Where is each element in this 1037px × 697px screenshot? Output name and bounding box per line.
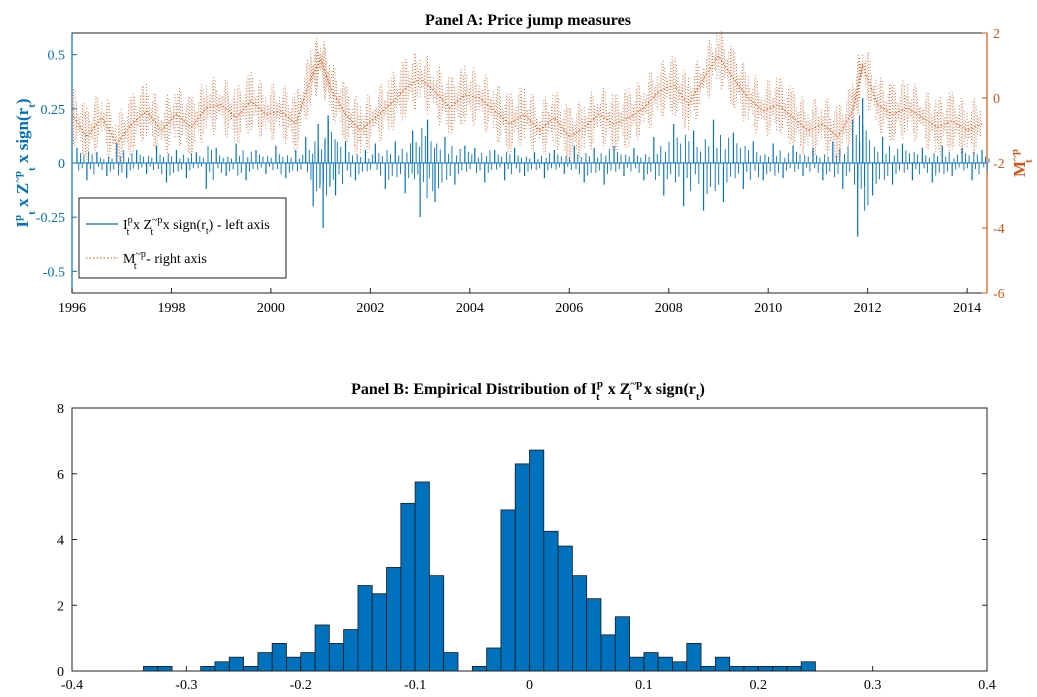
- x-tick-label: -0.1: [404, 678, 426, 693]
- histogram-bar: [200, 665, 216, 672]
- histogram-bar: [600, 634, 616, 672]
- panel-b-bars: [143, 449, 816, 672]
- histogram-bar: [672, 661, 688, 672]
- histogram-bar: [343, 629, 359, 672]
- x-tick-label: 0.1: [635, 678, 653, 693]
- right-y-tick-label: 0: [993, 92, 1000, 107]
- histogram-bar: [243, 665, 259, 672]
- y-tick-label: 0: [57, 665, 64, 680]
- histogram-bar: [314, 624, 330, 672]
- histogram-bar: [700, 665, 716, 672]
- left-y-tick-label: 0.25: [41, 103, 66, 118]
- x-tick-label: 1998: [157, 301, 185, 316]
- right-series-line: [71, 54, 983, 145]
- y-tick-label: 2: [57, 599, 64, 614]
- histogram-bar: [157, 665, 173, 672]
- x-tick-label: 2008: [655, 301, 683, 316]
- histogram-bar: [357, 585, 373, 672]
- histogram-bar: [629, 656, 645, 672]
- panel-a-x-axis: 1996 1998 2000 2002 2004 2006 2008 2010 2012 2014: [58, 288, 981, 316]
- histogram-bar: [328, 642, 345, 672]
- histogram-bar: [143, 665, 159, 672]
- histogram-bar: [643, 652, 659, 672]
- panel-b: Panel B: Empirical Distribution of Ip t x…: [57, 378, 996, 693]
- histogram-bar: [514, 463, 530, 672]
- histogram-bar: [414, 481, 430, 672]
- histogram-bar: [543, 530, 559, 672]
- left-y-tick-label: -0.5: [43, 265, 65, 280]
- panel-b-x-axis: -0.4 -0.3 -0.2 -0.1 0 0.1 0.2 0.3 0.4: [61, 666, 996, 693]
- histogram-bar: [471, 665, 488, 672]
- panel-a-right-series: [71, 31, 983, 167]
- x-tick-label: -0.3: [175, 678, 197, 693]
- right-y-tick-label: -4: [993, 222, 1005, 237]
- x-tick-label: 2012: [854, 301, 882, 316]
- histogram-bar: [214, 661, 230, 672]
- histogram-bar: [786, 665, 802, 672]
- histogram-bar: [228, 656, 244, 672]
- histogram-bar: [371, 593, 387, 672]
- histogram-bar: [743, 665, 759, 672]
- right-y-tick-label: -6: [993, 287, 1005, 302]
- panel-a-legend: Ip t x Z~p t x sign(rt) - left axis M~p t -…: [78, 197, 287, 279]
- y-tick-label: 6: [57, 468, 64, 483]
- right-y-tick-label: -2: [993, 157, 1005, 172]
- histogram-bar: [443, 652, 459, 672]
- panel-a-left-ylabel: Ipt x Z~pt x sign(rt): [12, 98, 38, 227]
- histogram-bar: [757, 665, 773, 672]
- histogram-bar: [257, 652, 273, 672]
- histogram-bar: [571, 575, 588, 672]
- histogram-bar: [500, 509, 516, 672]
- histogram-bar: [429, 575, 445, 672]
- x-tick-label: 2006: [555, 301, 583, 316]
- x-tick-label: 2002: [356, 301, 384, 316]
- histogram-bar: [657, 656, 673, 672]
- legend-box: [78, 197, 287, 279]
- panel-a-right-ylabel: M~pt: [1009, 149, 1035, 177]
- left-y-tick-label: 0.5: [48, 49, 66, 64]
- histogram-bar: [772, 665, 788, 672]
- x-tick-label: 2014: [953, 301, 981, 316]
- panel-b-y-axis: 0 2 4 6 8: [57, 402, 987, 680]
- histogram-bar: [686, 642, 702, 672]
- panel-b-title: Panel B: Empirical Distribution of Ip t x…: [351, 378, 705, 403]
- histogram-bar: [529, 449, 545, 672]
- histogram-bar: [729, 665, 745, 672]
- panel-a-left-axis: -0.5 -0.25 0 0.25 0.5: [36, 33, 77, 293]
- x-tick-label: 2000: [257, 301, 285, 316]
- panel-a: Panel A: Price jump measures -0.5 -0.25 0 0…: [12, 12, 1035, 316]
- left-y-tick-label: -0.25: [36, 211, 65, 226]
- histogram-bar: [300, 652, 316, 672]
- x-tick-label: 0.3: [864, 678, 882, 693]
- x-tick-label: 2010: [754, 301, 782, 316]
- x-tick-label: -0.2: [290, 678, 312, 693]
- x-tick-label: 0.4: [978, 678, 996, 693]
- legend-label-right: M~p t - right axis: [123, 249, 207, 272]
- histogram-bar: [714, 656, 731, 672]
- histogram-bar: [486, 647, 502, 672]
- histogram-bar: [271, 642, 287, 672]
- x-tick-label: -0.4: [61, 678, 83, 693]
- x-tick-label: 2004: [456, 301, 484, 316]
- x-tick-label: 1996: [58, 301, 86, 316]
- histogram-bar: [800, 661, 816, 672]
- y-tick-label: 4: [57, 534, 64, 549]
- y-tick-label: 8: [57, 402, 64, 417]
- histogram-bar: [586, 598, 602, 672]
- histogram-bar: [386, 567, 402, 672]
- left-y-tick-label: 0: [58, 157, 65, 172]
- panel-a-title: Panel A: Price jump measures: [425, 12, 631, 29]
- right-y-tick-label: 2: [993, 27, 1000, 42]
- panel-a-left-series: [76, 98, 990, 237]
- x-tick-label: 0: [526, 678, 533, 693]
- histogram-bar: [286, 656, 302, 672]
- histogram-bar: [557, 545, 573, 672]
- histogram-bar: [614, 616, 630, 672]
- legend-label-left: Ip t x Z~p t x sign(rt) - left axis: [123, 215, 270, 238]
- histogram-bar: [400, 502, 416, 672]
- x-tick-label: 0.2: [750, 678, 768, 693]
